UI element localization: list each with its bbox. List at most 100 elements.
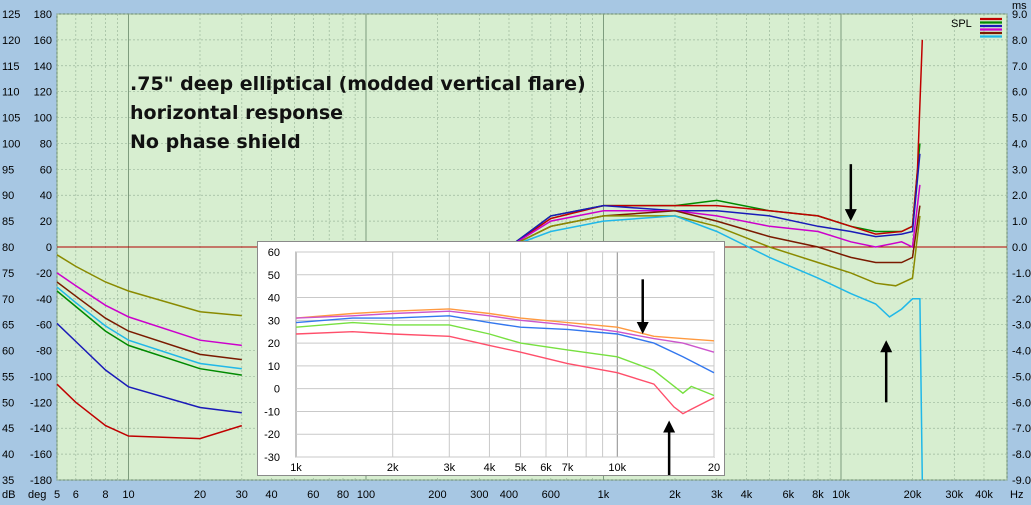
y-db-tick-label: 100 bbox=[2, 138, 20, 150]
phase-series-line-6 bbox=[56, 322, 242, 414]
legend-label: SPL bbox=[951, 18, 972, 30]
y-deg-tick-label: -180 bbox=[30, 475, 52, 487]
y-ms-tick-label: -4.0 bbox=[1012, 346, 1031, 358]
y-db-tick-label: 85 bbox=[2, 216, 14, 228]
inset-grid bbox=[295, 251, 715, 458]
phase-series-line-2 bbox=[56, 272, 242, 347]
x-tick-label: 3k bbox=[711, 489, 723, 501]
arrow-1-head bbox=[844, 209, 857, 222]
y-db-tick-label: 115 bbox=[2, 61, 20, 73]
y-db-tick-label: 50 bbox=[2, 397, 14, 409]
phase-series-line-7 bbox=[56, 383, 243, 440]
y-ms-tick-label: 9.0 bbox=[1012, 9, 1027, 21]
inset-x-tick-label: 4k bbox=[484, 462, 496, 474]
inset-x-tick-label: 20 bbox=[708, 462, 720, 474]
y-db-unit-label: dB bbox=[2, 489, 15, 501]
x-tick-label: 6k bbox=[782, 489, 794, 501]
y-db-tick-label: 40 bbox=[2, 449, 14, 461]
inset-arrow-group bbox=[636, 279, 676, 475]
inset-y-tick-label: -20 bbox=[264, 429, 280, 441]
x-tick-label: 10 bbox=[122, 489, 134, 501]
inset-y-tick-label: 60 bbox=[268, 247, 280, 259]
y-deg-tick-label: -160 bbox=[30, 449, 52, 461]
inset-series-line-5 bbox=[295, 330, 715, 415]
y-db-tick-label: 90 bbox=[2, 190, 14, 202]
y-deg-tick-label: -80 bbox=[36, 346, 52, 358]
y-ms-tick-label: -2.0 bbox=[1012, 294, 1031, 306]
y-deg-tick-label: -100 bbox=[30, 371, 52, 383]
y-ms-tick-label: -3.0 bbox=[1012, 320, 1031, 332]
y-db-tick-label: 75 bbox=[2, 268, 14, 280]
inset-x-tick-label: 10k bbox=[608, 462, 626, 474]
inset-chart: -30 -20 -10 0 10 20 30 40 50 60 1k 2k 3k 4k 5k 6k 7k 10k 2… bbox=[257, 241, 725, 476]
y-ms-tick-label: 8.0 bbox=[1012, 35, 1027, 47]
inset-y-tick-label: 30 bbox=[268, 315, 280, 327]
y-db-tick-label: 105 bbox=[2, 113, 20, 125]
y-deg-tick-label: 40 bbox=[40, 190, 52, 202]
x-tick-label: 8 bbox=[102, 489, 108, 501]
x-tick-label: 6 bbox=[73, 489, 79, 501]
y-ms-tick-label: -9.0 bbox=[1012, 475, 1031, 487]
y-deg-tick-label: 180 bbox=[34, 9, 52, 21]
y-deg-unit-label: deg bbox=[28, 489, 46, 501]
x-tick-label: 10k bbox=[832, 489, 850, 501]
y-deg-tick-label: 80 bbox=[40, 138, 52, 150]
series-group bbox=[56, 39, 924, 481]
y-ms-tick-label: 5.0 bbox=[1012, 113, 1027, 125]
y-deg-tick-label: 20 bbox=[40, 216, 52, 228]
inset-x-tick-label: 3k bbox=[443, 462, 455, 474]
annotation-line-2: horizontal response bbox=[130, 102, 344, 124]
inset-axis-labels: -30 -20 -10 0 10 20 30 40 50 60 1k 2k 3k 4k 5k 6k 7k 10k 2… bbox=[264, 247, 720, 474]
annotation-text: .75" deep elliptical (modded vertical fl… bbox=[130, 70, 586, 157]
x-tick-label: 20k bbox=[904, 489, 922, 501]
inset-series-line-4 bbox=[295, 321, 715, 397]
y-ms-tick-label: -6.0 bbox=[1012, 397, 1031, 409]
x-tick-label: 4k bbox=[741, 489, 753, 501]
y-db-tick-label: 45 bbox=[2, 423, 14, 435]
phase-series-line-4 bbox=[56, 286, 242, 370]
annotation-line-3: No phase shield bbox=[130, 131, 301, 153]
inset-plot: -30 -20 -10 0 10 20 30 40 50 60 1k 2k 3k 4k 5k 6k 7k 10k 2… bbox=[264, 247, 720, 475]
y-ms-tick-label: -7.0 bbox=[1012, 423, 1031, 435]
y-db-tick-label: 95 bbox=[2, 164, 14, 176]
y-ms-tick-label: 3.0 bbox=[1012, 164, 1027, 176]
y-deg-tick-label: 160 bbox=[34, 35, 52, 47]
x-tick-label: 5 bbox=[54, 489, 60, 501]
x-tick-label: 40 bbox=[265, 489, 277, 501]
inset-x-tick-label: 2k bbox=[387, 462, 399, 474]
y-ms-tick-label: 4.0 bbox=[1012, 138, 1027, 150]
inset-x-tick-label: 7k bbox=[562, 462, 574, 474]
inset-y-tick-label: 0 bbox=[274, 384, 280, 396]
y-db-tick-label: 35 bbox=[2, 475, 14, 487]
x-tick-label: 30k bbox=[945, 489, 963, 501]
y-db-tick-label: 125 bbox=[2, 9, 20, 21]
inset-y-tick-label: -30 bbox=[264, 452, 280, 464]
x-tick-label: 20 bbox=[194, 489, 206, 501]
y-db-tick-label: 80 bbox=[2, 242, 14, 254]
y-db-tick-label: 70 bbox=[2, 294, 14, 306]
y-ms-tick-label: -5.0 bbox=[1012, 371, 1031, 383]
y-ms-tick-label: 6.0 bbox=[1012, 87, 1027, 99]
x-tick-label: 1k bbox=[598, 489, 610, 501]
y-deg-tick-label: 60 bbox=[40, 164, 52, 176]
inset-plot-area bbox=[295, 251, 715, 458]
inset-x-tick-label: 1k bbox=[290, 462, 302, 474]
spl-series-line-6 bbox=[508, 215, 921, 287]
inset-y-tick-label: 10 bbox=[268, 361, 280, 373]
legend[interactable]: SPL bbox=[951, 16, 1007, 40]
arrow-2-head bbox=[880, 340, 893, 353]
phase-series-line-1 bbox=[56, 254, 242, 317]
x-tick-label: 80 bbox=[337, 489, 349, 501]
x-tick-label: 400 bbox=[500, 489, 518, 501]
x-tick-label: 30 bbox=[236, 489, 248, 501]
spl-series-line-3 bbox=[508, 153, 921, 248]
y-deg-tick-label: -20 bbox=[36, 268, 52, 280]
y-deg-tick-label: 0 bbox=[46, 242, 52, 254]
y-deg-tick-label: -120 bbox=[30, 397, 52, 409]
y-ms-unit-label: ms bbox=[1012, 0, 1027, 12]
y-db-tick-label: 110 bbox=[2, 87, 20, 99]
inset-series-line-2 bbox=[295, 310, 715, 353]
x-tick-label: 40k bbox=[975, 489, 993, 501]
